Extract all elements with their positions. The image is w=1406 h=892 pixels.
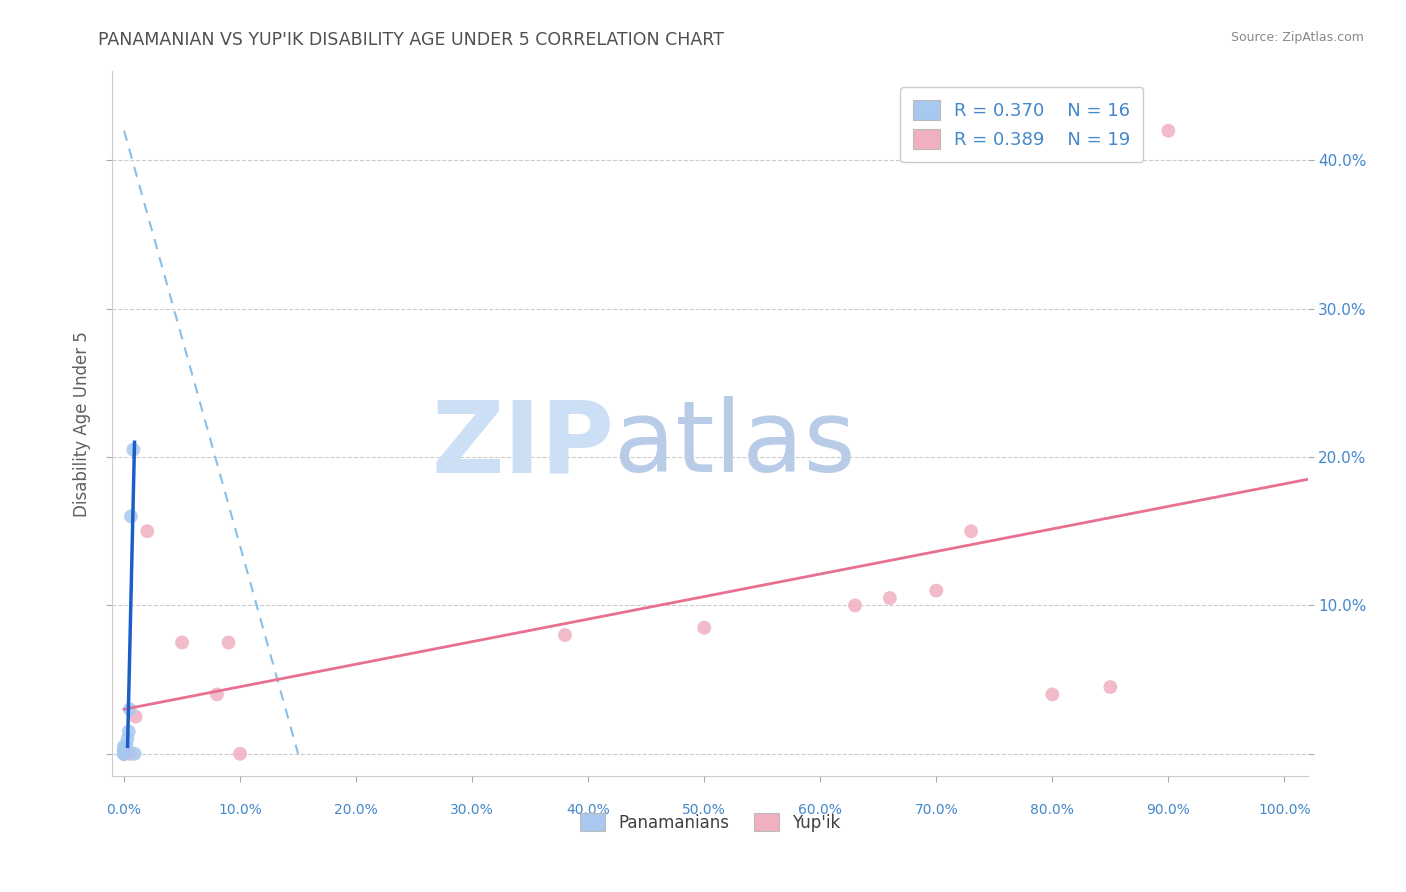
Text: 40.0%: 40.0% [567, 803, 610, 817]
Point [112, 747, 135, 761]
Point [112, 740, 135, 755]
Point [120, 509, 142, 524]
Text: atlas: atlas [614, 396, 856, 493]
Text: PANAMANIAN VS YUP'IK DISABILITY AGE UNDER 5 CORRELATION CHART: PANAMANIAN VS YUP'IK DISABILITY AGE UNDE… [98, 31, 724, 49]
Point [693, 621, 716, 635]
Point [1040, 688, 1063, 702]
Point [229, 747, 252, 761]
Point [1099, 680, 1122, 694]
Point [112, 739, 135, 754]
Point [879, 591, 901, 605]
Text: 0.0%: 0.0% [107, 803, 142, 817]
Text: 10.0%: 10.0% [218, 803, 262, 817]
Legend: Panamanians, Yup'ik: Panamanians, Yup'ik [567, 800, 853, 846]
Text: ZIP: ZIP [432, 396, 614, 493]
Point [115, 739, 138, 754]
Point [925, 583, 948, 598]
Point [118, 747, 141, 761]
Point [112, 745, 135, 759]
Text: Source: ZipAtlas.com: Source: ZipAtlas.com [1230, 31, 1364, 45]
Point [112, 742, 135, 756]
Text: 100.0%: 100.0% [1258, 803, 1310, 817]
Y-axis label: Disability Age Under 5: Disability Age Under 5 [73, 331, 91, 516]
Text: 30.0%: 30.0% [450, 803, 494, 817]
Point [844, 599, 866, 613]
Text: 50.0%: 50.0% [682, 803, 725, 817]
Point [117, 731, 139, 746]
Text: 20.0%: 20.0% [335, 803, 378, 817]
Point [118, 702, 141, 716]
Point [112, 747, 135, 761]
Point [122, 442, 145, 457]
Point [112, 744, 135, 758]
Point [118, 724, 141, 739]
Point [112, 747, 135, 761]
Point [136, 524, 159, 539]
Point [554, 628, 576, 642]
Point [112, 747, 135, 761]
Point [125, 709, 148, 723]
Point [112, 747, 135, 761]
Point [172, 635, 194, 649]
Text: 80.0%: 80.0% [1031, 803, 1074, 817]
Text: 90.0%: 90.0% [1146, 803, 1191, 817]
Point [124, 747, 146, 761]
Point [960, 524, 983, 539]
Text: 70.0%: 70.0% [914, 803, 957, 817]
Point [112, 747, 135, 761]
Text: 60.0%: 60.0% [799, 803, 842, 817]
Point [218, 635, 240, 649]
Point [1157, 124, 1180, 138]
Point [205, 688, 228, 702]
Point [112, 747, 135, 761]
